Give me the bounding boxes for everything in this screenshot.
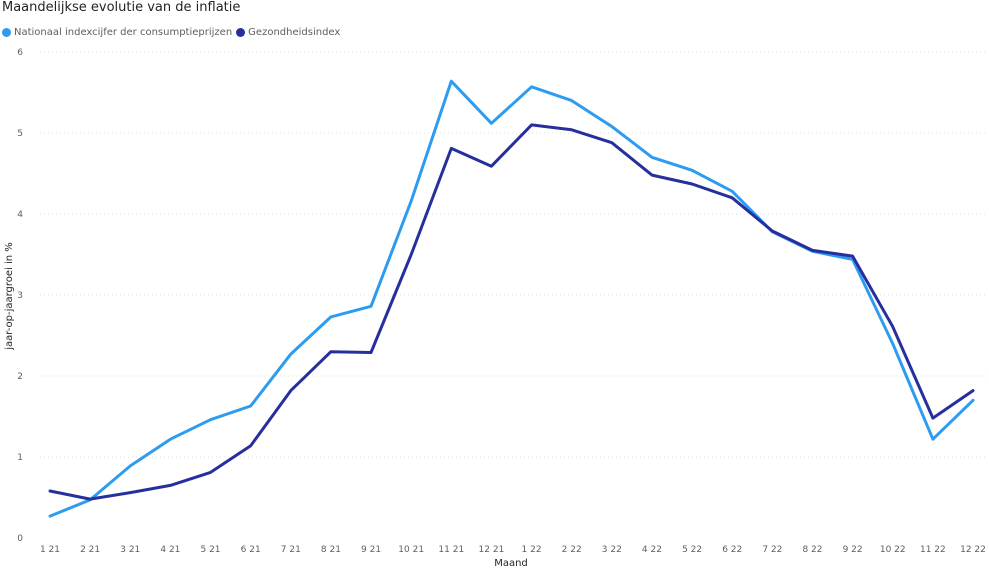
y-tick-label: 2 (17, 372, 23, 382)
legend-label-gezondheid: Gezondheidsindex (248, 27, 341, 38)
legend: Nationaal indexcijfer der consumptieprij… (2, 27, 344, 38)
x-tick-label: 6 21 (241, 545, 261, 555)
y-tick-label: 0 (17, 534, 23, 544)
legend-item-nationaal[interactable]: Nationaal indexcijfer der consumptieprij… (2, 27, 232, 38)
y-tick-label: 6 (17, 48, 23, 58)
series-line-1[interactable] (48, 123, 975, 501)
legend-label-nationaal: Nationaal indexcijfer der consumptieprij… (14, 27, 233, 38)
x-tick-label: 11 22 (920, 545, 946, 555)
x-tick-label: 4 22 (642, 545, 662, 555)
x-tick-label: 7 21 (281, 545, 301, 555)
y-axis-ticks: 0 1 2 3 4 5 6 (17, 48, 23, 544)
x-tick-label: 6 22 (722, 545, 742, 555)
x-tick-label: 12 21 (479, 545, 505, 555)
x-tick-label: 1 22 (522, 545, 542, 555)
x-tick-label: 7 22 (762, 545, 782, 555)
y-tick-label: 4 (17, 210, 23, 220)
gridlines (40, 51, 985, 458)
x-tick-label: 10 21 (398, 545, 424, 555)
x-tick-label: 9 21 (361, 545, 381, 555)
x-tick-label: 8 22 (802, 545, 822, 555)
x-tick-label: 2 22 (562, 545, 582, 555)
legend-marker-nationaal (2, 28, 11, 37)
y-tick-label: 5 (17, 129, 23, 139)
legend-marker-gezondheid (236, 28, 246, 37)
x-tick-label: 2 21 (80, 545, 100, 555)
x-tick-label: 12 22 (960, 545, 986, 555)
series-lines (48, 79, 975, 518)
x-tick-label: 1 21 (40, 545, 60, 555)
y-tick-label: 1 (17, 453, 23, 463)
y-axis-title: jaar-op-jaargroei in % (4, 242, 15, 351)
x-tick-label: 8 21 (321, 545, 341, 555)
x-tick-label: 3 22 (602, 545, 622, 555)
x-tick-label: 5 22 (682, 545, 702, 555)
legend-item-gezondheid[interactable]: Gezondheidsindex (236, 27, 340, 38)
chart-title: Maandelijkse evolutie van de inflatie (2, 0, 241, 15)
x-axis-ticks: 1 21 2 21 3 21 4 21 5 21 6 21 7 21 8 21 9 21 10 2… (40, 545, 986, 555)
x-axis-title: Maand (494, 558, 528, 569)
x-tick-label: 9 22 (843, 545, 863, 555)
x-tick-label: 10 22 (880, 545, 906, 555)
x-tick-label: 11 21 (438, 545, 464, 555)
x-tick-label: 5 21 (200, 545, 220, 555)
x-tick-label: 3 21 (120, 545, 140, 555)
x-tick-label: 4 21 (160, 545, 180, 555)
y-tick-label: 3 (17, 291, 23, 301)
